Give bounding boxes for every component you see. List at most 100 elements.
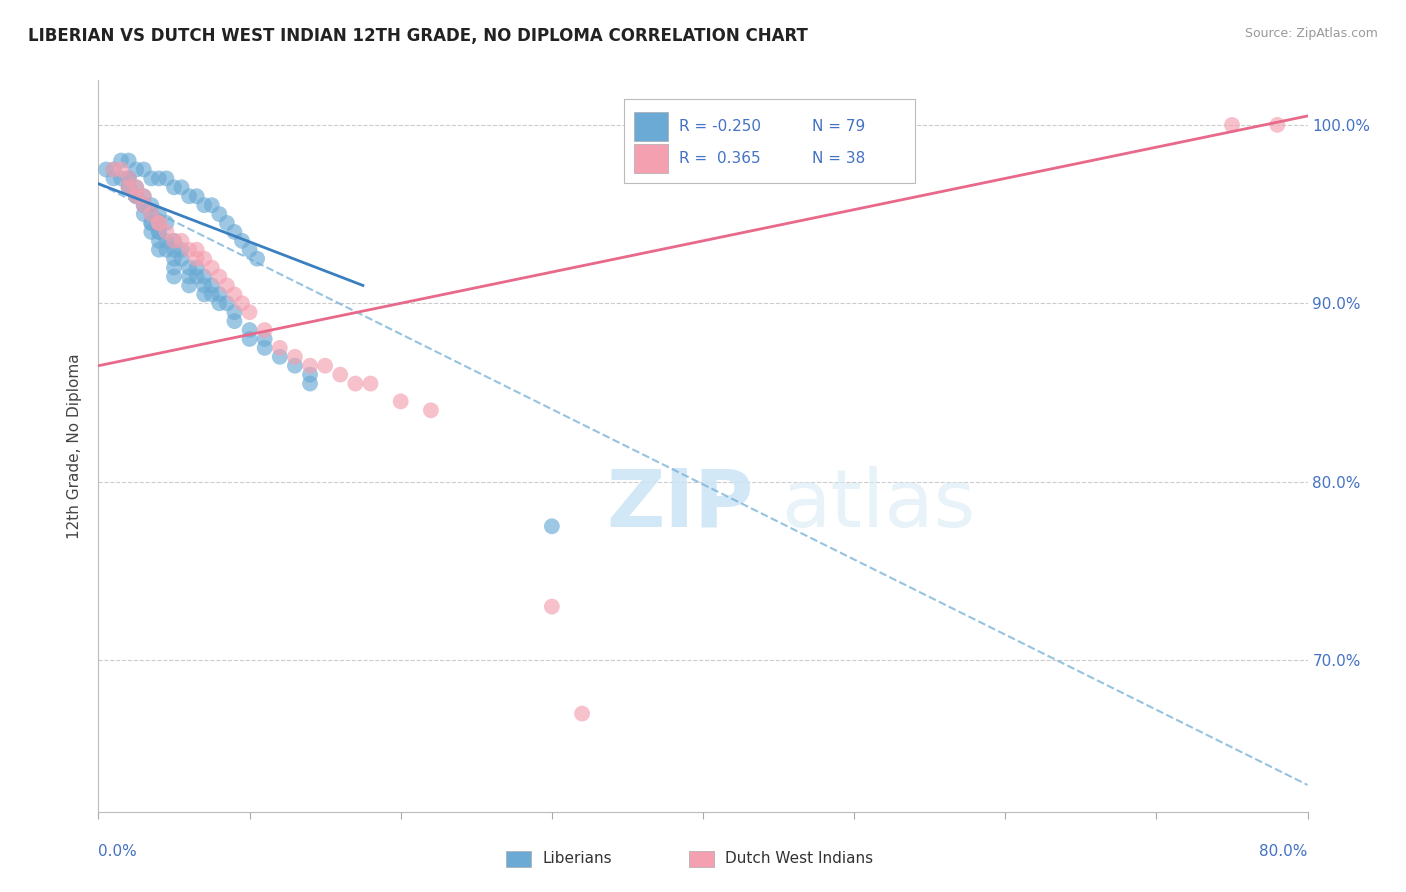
Point: [571, 706, 593, 721]
Point: [186, 243, 208, 257]
Point: [389, 394, 412, 409]
Point: [186, 260, 208, 275]
Point: [148, 207, 170, 221]
Point: [299, 368, 322, 382]
Point: [239, 243, 262, 257]
Point: [125, 189, 148, 203]
Point: [155, 234, 177, 248]
Point: [193, 198, 215, 212]
FancyBboxPatch shape: [634, 144, 668, 173]
Point: [170, 252, 193, 266]
Point: [284, 350, 307, 364]
Point: [118, 180, 141, 194]
Point: [540, 519, 562, 533]
Point: [299, 376, 322, 391]
Text: atlas: atlas: [782, 466, 976, 543]
Point: [125, 189, 148, 203]
Point: [155, 225, 177, 239]
Point: [215, 216, 238, 230]
Point: [208, 207, 231, 221]
Point: [148, 216, 170, 230]
Point: [132, 198, 155, 212]
Point: [163, 269, 186, 284]
Point: [186, 269, 208, 284]
Point: [540, 599, 562, 614]
Point: [110, 171, 132, 186]
Point: [201, 287, 224, 301]
Text: 80.0%: 80.0%: [1260, 844, 1308, 859]
Point: [110, 153, 132, 168]
Text: Source: ZipAtlas.com: Source: ZipAtlas.com: [1244, 27, 1378, 40]
Point: [314, 359, 336, 373]
Point: [125, 180, 148, 194]
Point: [170, 243, 193, 257]
Point: [155, 216, 177, 230]
Point: [141, 198, 163, 212]
Point: [1267, 118, 1289, 132]
Point: [329, 368, 352, 382]
Point: [193, 252, 215, 266]
Point: [163, 234, 186, 248]
Point: [193, 287, 215, 301]
Point: [141, 207, 163, 221]
Point: [103, 162, 125, 177]
Point: [208, 287, 231, 301]
Point: [141, 207, 163, 221]
Point: [253, 341, 276, 355]
Point: [179, 278, 201, 293]
Point: [360, 376, 382, 391]
Text: R =  0.365: R = 0.365: [679, 151, 761, 166]
Point: [163, 252, 186, 266]
Point: [231, 296, 253, 310]
Point: [118, 171, 141, 186]
Point: [118, 180, 141, 194]
Point: [148, 243, 170, 257]
Point: [125, 189, 148, 203]
Point: [201, 260, 224, 275]
Point: [125, 162, 148, 177]
Point: [215, 296, 238, 310]
Point: [253, 323, 276, 337]
FancyBboxPatch shape: [634, 112, 668, 141]
Point: [132, 198, 155, 212]
Point: [253, 332, 276, 346]
Point: [155, 171, 177, 186]
Point: [148, 171, 170, 186]
Text: LIBERIAN VS DUTCH WEST INDIAN 12TH GRADE, NO DIPLOMA CORRELATION CHART: LIBERIAN VS DUTCH WEST INDIAN 12TH GRADE…: [28, 27, 808, 45]
Point: [103, 171, 125, 186]
Text: ZIP: ZIP: [606, 466, 754, 543]
Point: [132, 162, 155, 177]
Point: [224, 314, 246, 328]
Point: [125, 180, 148, 194]
Point: [141, 216, 163, 230]
Point: [163, 234, 186, 248]
Point: [132, 198, 155, 212]
Point: [269, 350, 291, 364]
Point: [224, 225, 246, 239]
Point: [239, 323, 262, 337]
Point: [224, 305, 246, 319]
Point: [215, 278, 238, 293]
Point: [208, 296, 231, 310]
Point: [179, 260, 201, 275]
FancyBboxPatch shape: [624, 99, 915, 183]
Point: [1220, 118, 1243, 132]
Point: [170, 234, 193, 248]
Point: [94, 162, 117, 177]
Text: Liberians: Liberians: [543, 852, 613, 866]
Point: [186, 189, 208, 203]
Point: [148, 225, 170, 239]
Point: [201, 278, 224, 293]
Point: [163, 180, 186, 194]
Point: [179, 243, 201, 257]
Point: [344, 376, 367, 391]
Point: [179, 189, 201, 203]
Point: [208, 269, 231, 284]
Point: [269, 341, 291, 355]
Point: [148, 216, 170, 230]
Point: [118, 171, 141, 186]
Point: [239, 332, 262, 346]
Point: [284, 359, 307, 373]
Point: [420, 403, 443, 417]
Point: [118, 153, 141, 168]
